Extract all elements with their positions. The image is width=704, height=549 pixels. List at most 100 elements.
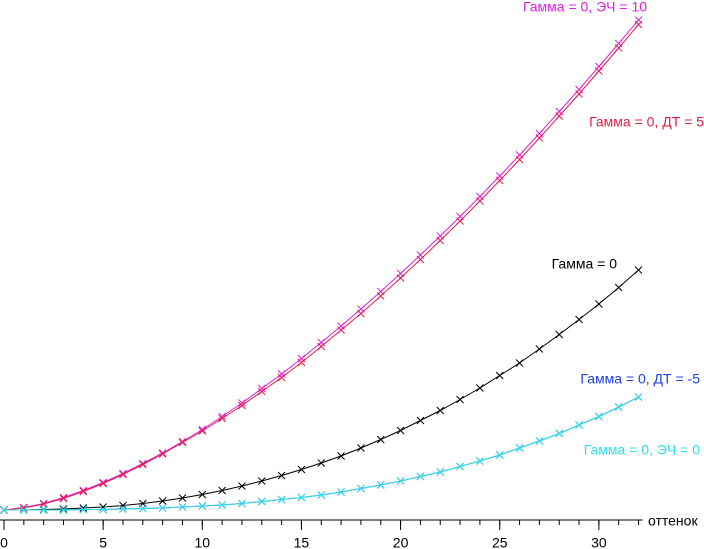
point-marker xyxy=(396,274,405,282)
series-line xyxy=(4,396,639,511)
point-marker xyxy=(39,500,48,508)
point-marker xyxy=(476,384,484,392)
point-marker xyxy=(535,437,544,445)
point-marker xyxy=(614,44,623,52)
point-marker xyxy=(59,506,68,514)
point-marker xyxy=(436,406,445,415)
series-line xyxy=(3,24,639,511)
point-marker xyxy=(277,471,286,480)
point-marker xyxy=(495,371,504,380)
point-marker xyxy=(238,482,246,490)
point-marker xyxy=(39,506,48,514)
x-tick-label: 15 xyxy=(294,535,310,549)
point-marker xyxy=(396,477,405,485)
point-marker xyxy=(297,465,306,474)
series-label: Гамма = 0, ЭЧ = 10 xyxy=(523,0,647,15)
point-marker xyxy=(476,197,484,205)
series-label: Гамма = 0, ДТ = 5 xyxy=(589,114,704,130)
point-marker xyxy=(158,497,167,505)
point-marker xyxy=(535,345,544,353)
point-marker xyxy=(614,403,623,411)
point-marker xyxy=(238,499,246,508)
point-marker xyxy=(614,283,623,292)
x-tick-label: 25 xyxy=(492,535,508,549)
point-marker xyxy=(376,481,385,489)
point-marker xyxy=(277,495,286,504)
series-line xyxy=(4,269,639,511)
point-marker xyxy=(257,387,266,396)
point-marker xyxy=(119,470,127,479)
point-marker xyxy=(634,393,643,401)
point-marker xyxy=(456,395,464,404)
point-marker xyxy=(218,501,226,509)
point-marker xyxy=(119,505,127,513)
point-marker xyxy=(59,493,68,502)
point-marker xyxy=(257,497,266,506)
series-label: Гамма = 0, ДТ = -5 xyxy=(580,371,700,387)
series-line xyxy=(4,396,639,511)
point-marker xyxy=(0,506,8,514)
point-marker xyxy=(79,505,88,514)
point-marker xyxy=(495,176,504,185)
point-marker xyxy=(396,426,405,435)
point-marker xyxy=(337,326,345,334)
point-marker xyxy=(634,266,643,274)
point-marker xyxy=(79,504,88,512)
point-marker xyxy=(634,20,643,29)
point-marker xyxy=(277,370,286,378)
series-label: Гамма = 0 xyxy=(552,256,618,272)
x-tick-label: 10 xyxy=(195,535,211,549)
point-marker xyxy=(595,67,603,75)
x-tick-label: 5 xyxy=(99,535,107,549)
x-tick-label: 30 xyxy=(591,535,607,549)
point-marker xyxy=(178,438,187,447)
point-marker xyxy=(515,444,524,452)
point-marker xyxy=(317,491,326,499)
series-label: Гамма = 0, ЭЧ = 0 xyxy=(584,442,700,458)
point-marker xyxy=(297,493,306,502)
x-tick-label: 20 xyxy=(393,535,409,549)
point-marker xyxy=(555,330,564,339)
point-marker xyxy=(515,155,524,164)
point-marker xyxy=(59,505,68,513)
point-marker xyxy=(595,300,603,308)
point-marker xyxy=(317,459,326,467)
point-marker xyxy=(357,444,365,452)
point-marker xyxy=(436,468,445,476)
x-tick-label: 0 xyxy=(0,535,8,549)
point-marker xyxy=(158,450,167,458)
point-marker xyxy=(416,472,425,481)
point-marker xyxy=(19,506,28,514)
series-line xyxy=(3,19,639,511)
point-marker xyxy=(218,414,226,423)
point-marker xyxy=(277,373,286,382)
point-marker xyxy=(198,427,207,435)
point-marker xyxy=(297,358,306,367)
point-marker xyxy=(178,503,187,511)
point-marker xyxy=(595,412,603,421)
point-marker xyxy=(218,412,226,421)
point-marker xyxy=(376,435,385,444)
point-marker xyxy=(357,309,365,318)
point-marker xyxy=(99,479,107,488)
point-marker xyxy=(436,236,445,245)
point-marker xyxy=(257,384,266,393)
point-marker xyxy=(495,451,504,459)
point-marker xyxy=(376,292,385,300)
point-marker xyxy=(79,487,88,496)
point-marker xyxy=(575,315,583,324)
point-marker xyxy=(555,112,564,120)
point-marker xyxy=(99,505,107,514)
point-marker xyxy=(158,504,167,512)
point-marker xyxy=(337,488,345,496)
point-marker xyxy=(59,494,68,503)
point-marker xyxy=(257,477,266,485)
point-marker xyxy=(416,416,425,425)
point-marker xyxy=(456,217,464,225)
point-marker xyxy=(456,462,464,471)
point-marker xyxy=(198,490,207,499)
point-marker xyxy=(138,504,147,513)
point-marker xyxy=(317,342,326,351)
x-axis-label: оттенок xyxy=(648,513,698,529)
